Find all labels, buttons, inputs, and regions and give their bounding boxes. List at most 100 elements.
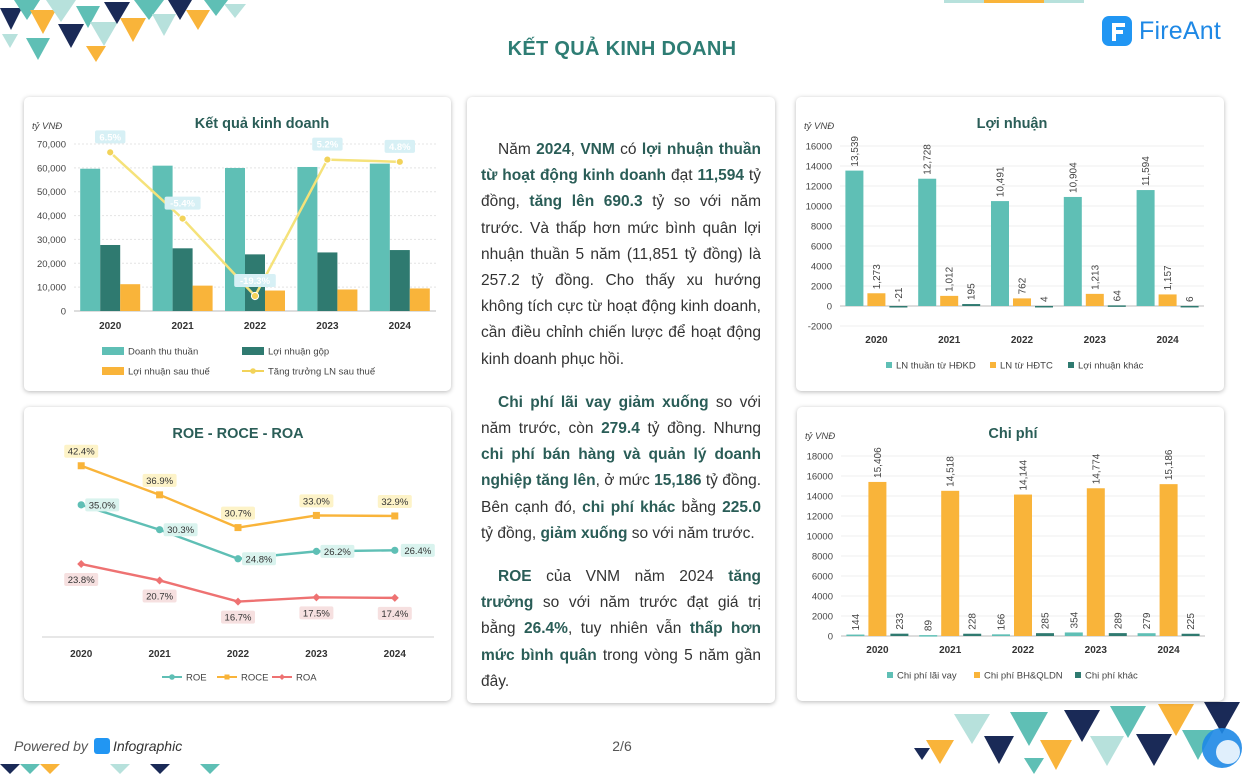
value-label: 33.0% — [303, 496, 330, 507]
x-tick-label: 2023 — [1084, 335, 1107, 346]
bar-lợi-nhuận-gộp — [317, 252, 338, 311]
bar-chi-ph-l-i-vay — [1064, 632, 1083, 636]
growth-label: 5.2% — [317, 140, 339, 151]
legend-label: Tăng trưởng LN sau thuế — [268, 367, 376, 378]
value-label-bg — [221, 506, 255, 520]
y-tick-label: 14000 — [806, 162, 832, 173]
point-roce — [156, 491, 164, 499]
bar-doanh-thu-thuần — [152, 165, 173, 311]
fireant-logo[interactable]: FireAnt — [1102, 16, 1221, 46]
body-text: so với năm trước, còn — [481, 393, 761, 438]
value-label: 42.4% — [68, 447, 95, 458]
y-tick-label: 4000 — [811, 262, 832, 273]
x-tick-label: 2020 — [70, 649, 93, 660]
chart-loi-nhuan: Lợi nhuận tỷ VNĐ -2000 0 2000 4000 6000 8000 100… — [804, 116, 1204, 372]
bar-ln-thu-n-t-h-kd — [845, 170, 864, 306]
powered-by: Powered by Infographic — [14, 738, 182, 754]
y-tick-label: 50,000 — [37, 187, 66, 198]
x-tick-label: 2024 — [1157, 645, 1180, 656]
bar-chi-ph-kh-c — [1108, 633, 1127, 636]
legend-swatch — [102, 347, 124, 355]
y-axis-unit: tỷ VNĐ — [32, 121, 62, 132]
point-roa — [234, 597, 242, 606]
card-narrative: Năm 2024, VNM có lợi nhuận thuần từ hoạt… — [467, 97, 775, 703]
x-tick-label: 2021 — [939, 645, 962, 656]
y-tick-label: 14000 — [807, 492, 833, 503]
chart-title: ROE - ROCE - ROA — [172, 426, 304, 442]
growth-point — [250, 291, 260, 301]
growth-point — [106, 148, 115, 157]
card-profit: Lợi nhuận tỷ VNĐ -2000 0 2000 4000 6000 8000 100… — [796, 97, 1224, 391]
fireant-logo-icon — [1102, 16, 1132, 46]
decor-top-left — [0, 0, 246, 62]
bar-chi-ph-l-i-vay — [992, 634, 1010, 636]
body-text: tỷ đồng. Bên cạnh đó, — [481, 472, 761, 516]
legend-label: Chi phí khác — [1085, 671, 1138, 682]
legend-marker — [169, 674, 175, 680]
bar-chi-ph-l-i-vay — [1137, 633, 1156, 636]
legend-label: Lợi nhuận gộp — [268, 347, 329, 358]
point-roe — [312, 547, 320, 555]
legend-swatch — [242, 347, 264, 355]
point-roe — [77, 501, 85, 509]
decor-bottom-left — [0, 764, 220, 774]
value-label: 35.0% — [89, 500, 116, 511]
value-label: 15,406 — [873, 447, 884, 478]
point-roce — [391, 512, 399, 520]
value-label: 30.7% — [225, 509, 252, 520]
decor-top-right — [944, 0, 1084, 3]
value-label-bg — [64, 573, 99, 587]
value-label: 17.4% — [381, 609, 408, 620]
value-label: 12,728 — [923, 144, 934, 175]
legend-label: LN thuần từ HĐKD — [896, 361, 976, 372]
bar-lợi-nhuận-gộp — [389, 250, 410, 311]
page-title: KẾT QUẢ KINH DOANH — [507, 38, 737, 60]
point-roe — [391, 546, 399, 554]
value-label: 233 — [895, 613, 906, 630]
value-label: 762 — [1018, 277, 1029, 294]
highlight-text: VNM — [580, 141, 615, 158]
x-tick-label: 2022 — [1011, 335, 1034, 346]
bar-chi-ph-bh-qldn — [941, 490, 960, 636]
growth-label: -5.4% — [170, 199, 195, 210]
x-tick-label: 2023 — [316, 321, 339, 332]
x-tick-label: 2024 — [384, 649, 407, 660]
page-number: 2/6 — [612, 738, 632, 754]
growth-label: -19.3% — [240, 276, 271, 287]
value-label-bg — [85, 498, 120, 512]
highlight-text: thấp hơn mức bình quân — [481, 620, 761, 664]
chart-chi-phi: Chi phí tỷ VNĐ 0 2000 4000 6000 8000 10000 12000… — [805, 426, 1205, 682]
highlight-text: 15,186 — [654, 472, 702, 490]
y-tick-label: -2000 — [808, 322, 832, 333]
legend-swatch — [886, 362, 892, 368]
value-label: 89 — [924, 620, 935, 632]
growth-label: 6.5% — [99, 132, 121, 143]
value-label: 30.3% — [167, 525, 194, 536]
bar-l-i-nhu-n-kh-c — [1107, 305, 1126, 307]
y-tick-label: 6000 — [811, 242, 832, 253]
y-tick-label: 10000 — [806, 202, 832, 213]
body-text: so với năm trước đạt giá trị bằng — [481, 594, 761, 638]
value-label: 11,594 — [1141, 156, 1152, 186]
value-label: 64 — [1112, 290, 1123, 302]
value-label: 228 — [968, 613, 979, 630]
value-label: 17.5% — [303, 608, 330, 619]
bar-doanh-thu-thuần — [225, 167, 245, 311]
y-tick-label: 2000 — [811, 282, 832, 293]
bar-chi-ph-kh-c — [1181, 633, 1200, 636]
y-tick-label: 16000 — [807, 472, 833, 483]
bar-lợi-nhuận-gộp — [172, 248, 193, 311]
y-tick-label: 6000 — [812, 572, 833, 583]
x-tick-label: 2021 — [171, 321, 194, 332]
value-label: 1,273 — [872, 264, 883, 289]
bar-l-i-nhu-n-kh-c — [1180, 305, 1199, 308]
value-label-bg — [64, 444, 99, 458]
y-tick-label: 30,000 — [37, 235, 66, 246]
value-label-bg — [242, 552, 276, 566]
bar-ln-thu-n-t-h-kd — [1063, 196, 1082, 306]
legend-label: ROCE — [241, 673, 268, 684]
value-label: 24.8% — [246, 554, 273, 565]
bar-ln-t-h-tc — [940, 295, 959, 306]
point-roa — [77, 560, 86, 569]
growth-label-bg — [312, 137, 343, 151]
